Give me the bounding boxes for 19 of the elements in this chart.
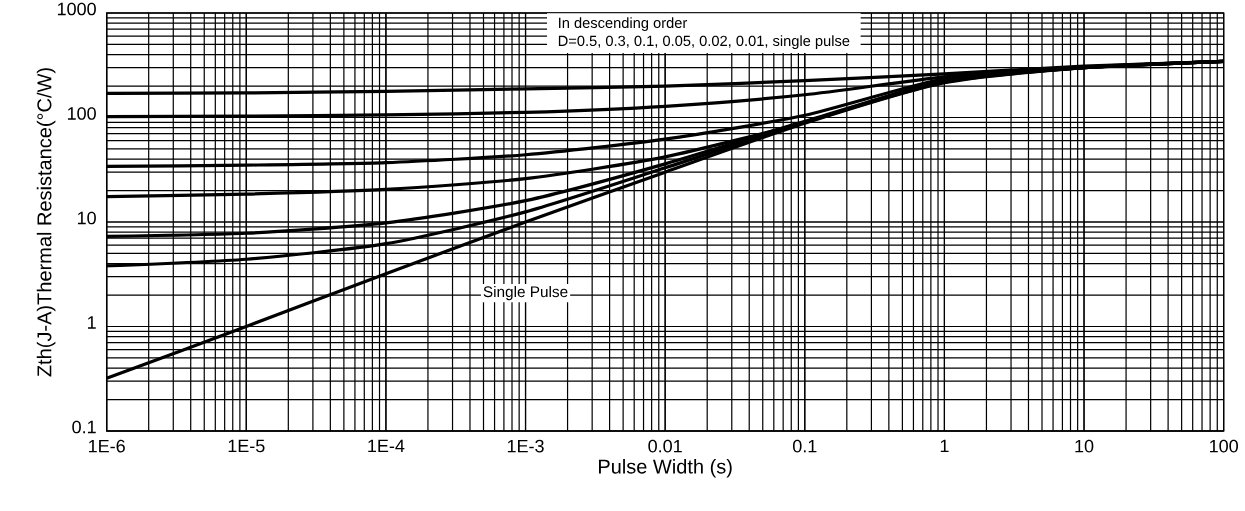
- annotation: Single Pulse: [483, 285, 568, 301]
- y-tick-label: 1000: [57, 2, 96, 16]
- y-tick-label: 1: [87, 316, 96, 329]
- x-tick-label: 0.1: [792, 439, 817, 453]
- x-tick-label: 10: [1075, 439, 1094, 453]
- x-tick-label: 1E-3: [507, 439, 544, 453]
- y-tick-label: 100: [67, 107, 96, 120]
- x-tick-label: 1: [940, 439, 949, 453]
- x-tick-label: 100: [1210, 439, 1238, 453]
- y-tick-label: 0.1: [72, 420, 96, 434]
- annotation: In descending order: [559, 17, 688, 31]
- y-axis-title: Zth(J-A)Thermal Resistance(°C/W): [36, 68, 56, 377]
- annotation: D=0.5, 0.3, 0.1, 0.05, 0.02, 0.01, single pulse: [558, 35, 850, 49]
- x-tick-label: 1E-5: [228, 439, 265, 453]
- x-tick-label: 1E-4: [368, 439, 405, 453]
- x-tick-label: 1E-6: [89, 439, 125, 453]
- x-axis-title: Pulse Width (s): [599, 458, 732, 478]
- y-tick-label: 10: [77, 211, 96, 225]
- x-tick-label: 0.01: [648, 439, 682, 453]
